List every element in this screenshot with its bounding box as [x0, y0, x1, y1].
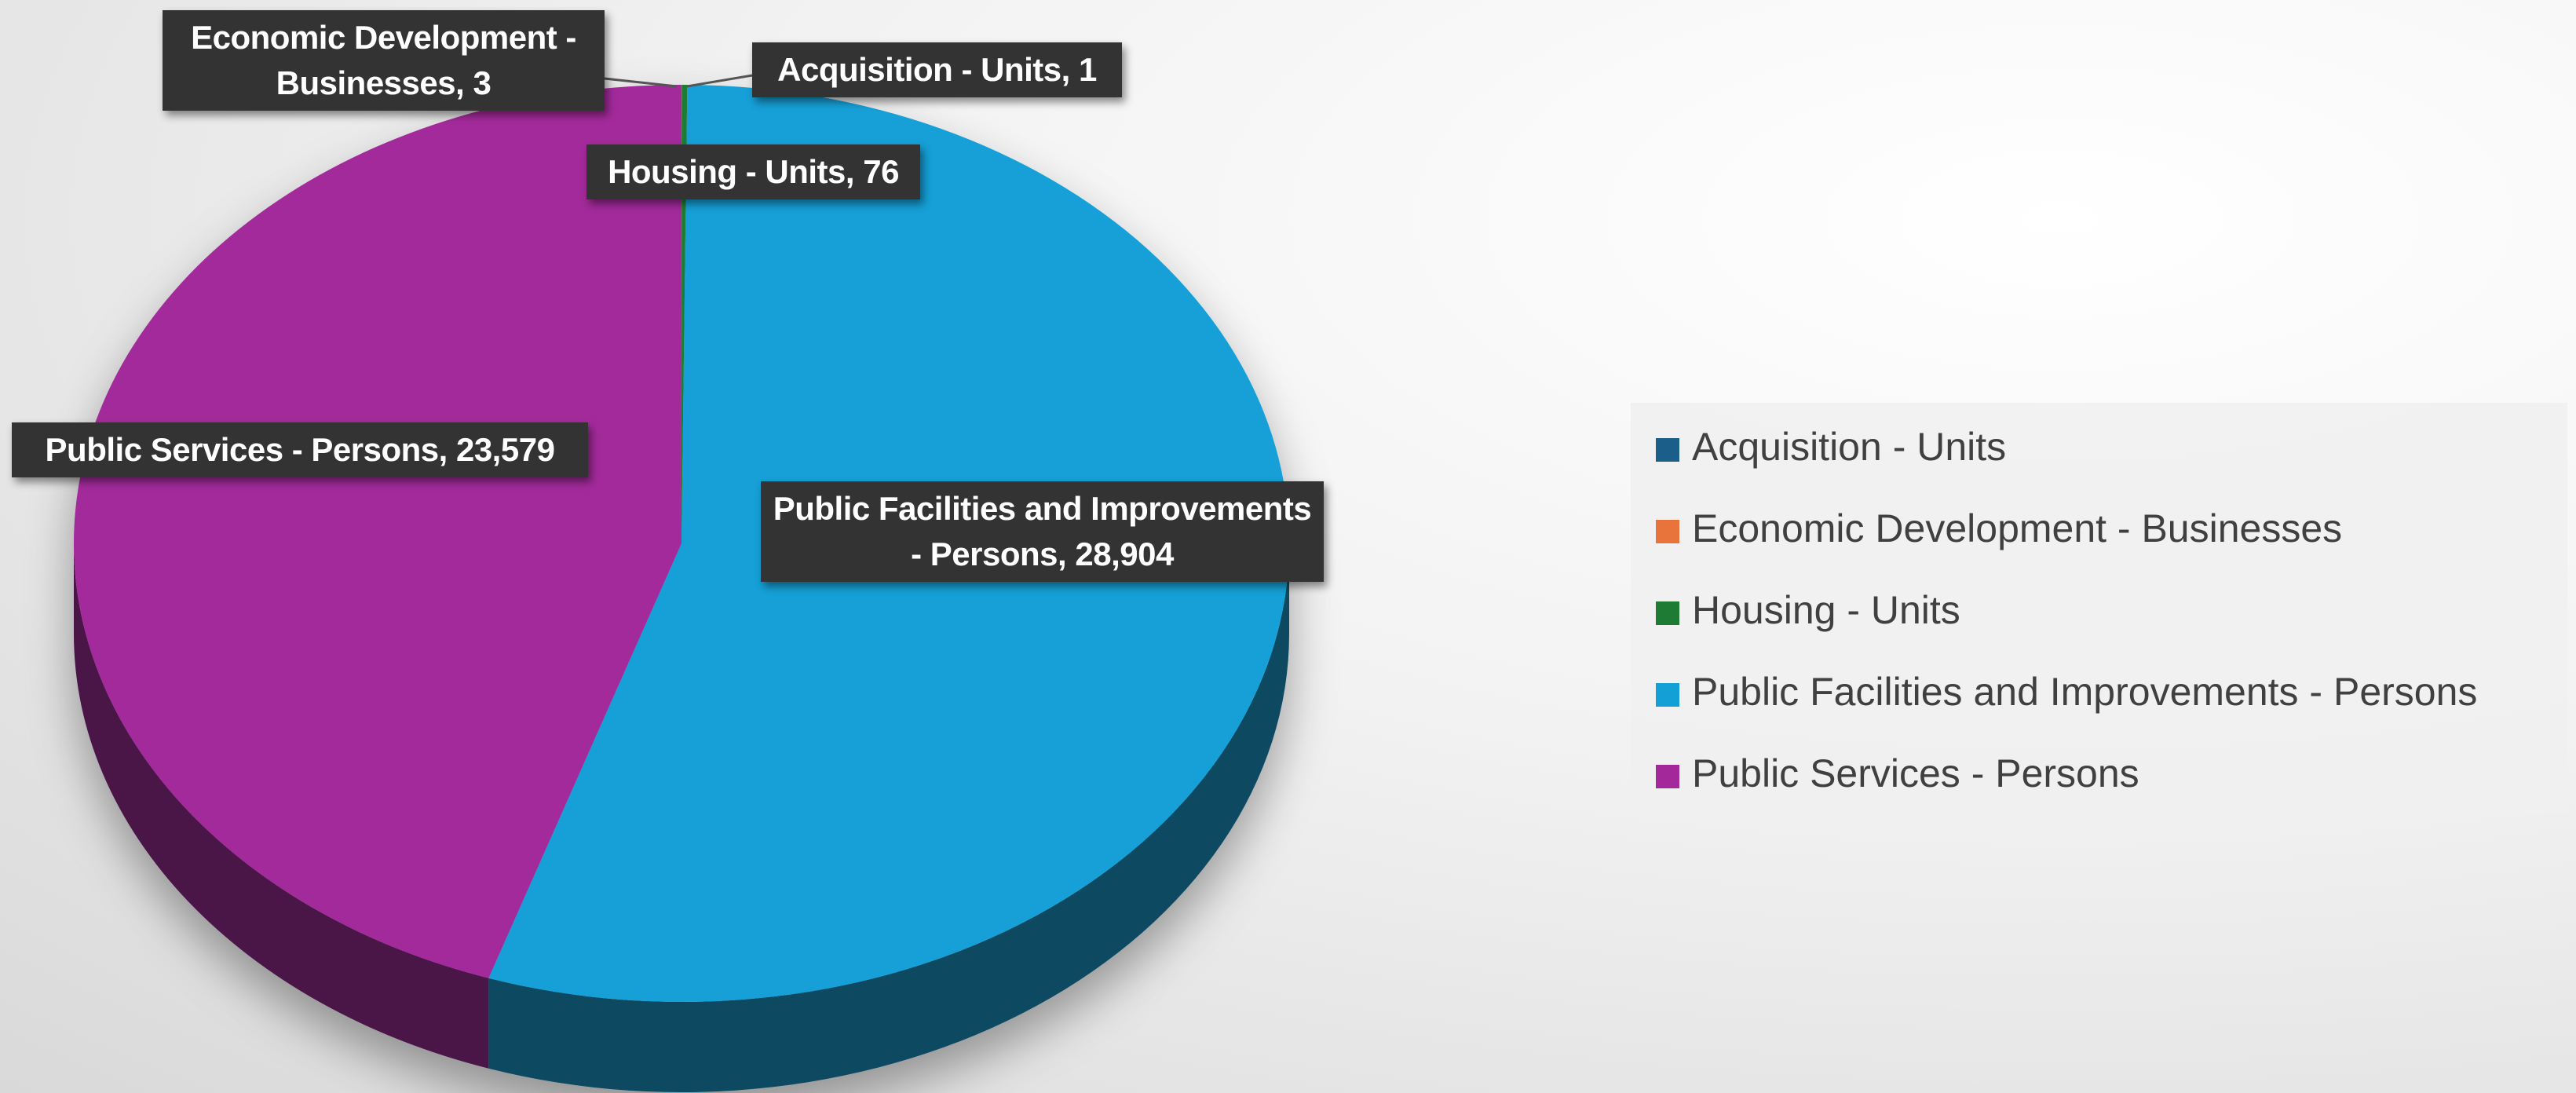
data-label-value: 23,579: [455, 431, 555, 468]
legend-item: Acquisition - Units: [1656, 423, 2006, 470]
data-label-separator: ,: [1061, 51, 1079, 88]
legend-item: Public Services - Persons: [1656, 750, 2139, 797]
pie-side: [74, 543, 489, 1069]
legend-label: Housing - Units: [1692, 588, 1960, 632]
data-label-category: Public Facilities and Improvements - Per…: [773, 490, 1312, 572]
data-label-separator: ,: [845, 153, 864, 190]
pie-group: [74, 85, 1290, 1092]
data-label-separator: ,: [455, 64, 473, 101]
data-label-category: Economic Development - Businesses: [191, 19, 576, 101]
leader-line: [604, 77, 678, 88]
pie-slice: [74, 85, 681, 978]
data-label-category: Acquisition - Units: [777, 51, 1061, 88]
data-label: Economic Development - Businesses, 3: [163, 10, 605, 111]
data-label: Acquisition - Units, 1: [752, 42, 1122, 97]
data-label-category: Housing - Units: [608, 153, 846, 190]
data-label-separator: ,: [1058, 536, 1076, 572]
pie-slice: [681, 85, 688, 544]
data-label: Housing - Units, 76: [586, 144, 920, 199]
legend-swatch: [1656, 683, 1679, 707]
legend: Acquisition - Units Economic Development …: [1631, 403, 2567, 813]
legend-label: Public Facilities and Improvements - Per…: [1692, 670, 2478, 714]
legend-label: Economic Development - Businesses: [1692, 506, 2343, 550]
data-label: Public Facilities and Improvements - Per…: [761, 481, 1324, 582]
data-label-value: 76: [863, 153, 899, 190]
data-label-value: 1: [1078, 51, 1097, 88]
data-label-category: Public Services - Persons: [45, 431, 440, 468]
legend-item: Economic Development - Businesses: [1656, 505, 2342, 552]
leader-line: [686, 74, 753, 88]
legend-swatch: [1656, 438, 1679, 462]
data-label-value: 3: [473, 64, 491, 101]
legend-label: Acquisition - Units: [1692, 425, 2007, 469]
legend-swatch: [1656, 601, 1679, 625]
legend-item: Public Facilities and Improvements - Per…: [1656, 668, 2477, 715]
legend-swatch: [1656, 765, 1679, 788]
data-label-value: 28,904: [1075, 536, 1174, 572]
legend-label: Public Services - Persons: [1692, 751, 2139, 795]
data-label-separator: ,: [438, 431, 456, 468]
pie-side: [488, 543, 1289, 1092]
legend-swatch: [1656, 520, 1679, 543]
legend-item: Housing - Units: [1656, 587, 1960, 634]
data-label: Public Services - Persons, 23,579: [12, 422, 588, 477]
